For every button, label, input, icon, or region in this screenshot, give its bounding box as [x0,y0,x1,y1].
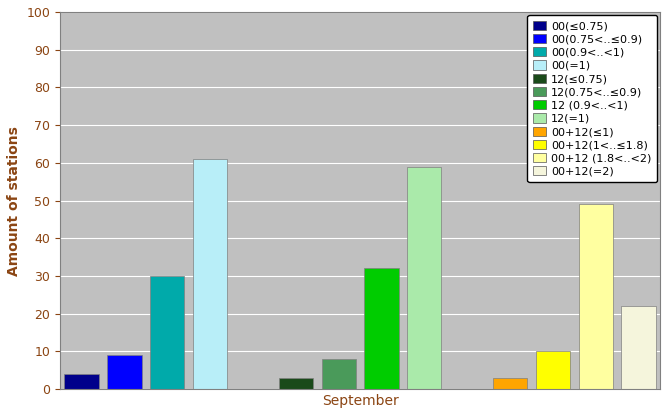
Legend: 00(≤0.75), 00(0.75<..≤0.9), 00(0.9<..<1), 00(=1), 12(≤0.75), 12(0.75<..≤0.9), 12: 00(≤0.75), 00(0.75<..≤0.9), 00(0.9<..<1)… [528,15,657,182]
Bar [193,159,227,389]
Bar [536,352,570,389]
Bar [150,276,184,389]
Bar [65,374,99,389]
Bar [408,166,442,389]
Bar [579,204,613,389]
Bar [622,306,656,389]
Bar [279,378,313,389]
Bar [364,269,399,389]
Y-axis label: Amount of stations: Amount of stations [7,126,21,276]
Bar [107,355,141,389]
Bar [321,359,356,389]
Bar [493,378,527,389]
